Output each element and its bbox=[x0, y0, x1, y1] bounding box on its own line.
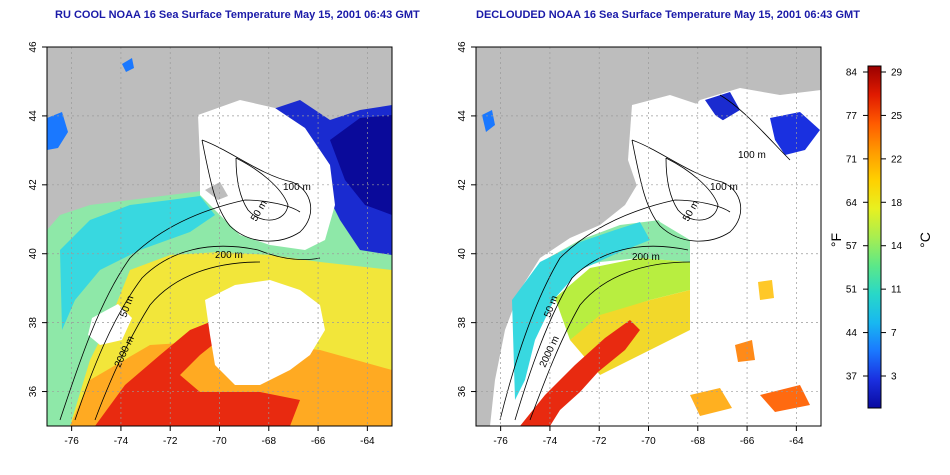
x-axis-tick-label: -66 bbox=[311, 436, 326, 447]
right-panel-title: DECLOUDED NOAA 16 Sea Surface Temperatur… bbox=[476, 9, 860, 21]
x-axis-tick-label: -64 bbox=[789, 436, 804, 447]
colorbar-fahrenheit-tick-label: 44 bbox=[846, 328, 858, 339]
sst-field-shelf bbox=[60, 196, 215, 330]
x-axis-tick-label: -70 bbox=[641, 436, 656, 447]
colorbar: 84 77 71 64 57 51 44 37 29 25 22 18 14 11 7 3 °F °C bbox=[828, 65, 933, 409]
y-axis-tick-label: 40 bbox=[28, 248, 39, 260]
x-axis-tick-label: -64 bbox=[360, 436, 375, 447]
land-cape-cod bbox=[205, 182, 228, 200]
x-axis-tick-label: -74 bbox=[543, 436, 558, 447]
colorbar-fahrenheit-tick-label: 57 bbox=[846, 241, 858, 252]
right-axes: -76 -74 -72 -70 -68 -66 -64 36 38 40 42 44 46 bbox=[457, 41, 804, 447]
colorbar-fahrenheit-tick-label: 37 bbox=[846, 372, 858, 383]
sst-field-west-blue bbox=[47, 112, 68, 150]
colorbar-celsius-tick-label: 3 bbox=[891, 372, 897, 383]
cloud-cover-gulf-of-maine bbox=[198, 100, 335, 250]
gulf-stream-warm-core bbox=[520, 320, 640, 426]
colorbar-fahrenheit-label: °F bbox=[828, 233, 844, 247]
colorbar-fahrenheit-tick-label: 71 bbox=[846, 154, 858, 165]
contour-label-100m: 100 m bbox=[710, 182, 738, 193]
colorbar-celsius-label: °C bbox=[917, 232, 933, 248]
y-axis-tick-label: 44 bbox=[457, 110, 468, 122]
colorbar-fahrenheit-tick-label: 51 bbox=[846, 285, 858, 296]
left-axes: -76 -74 -72 -70 -68 -66 -64 36 38 40 42 44 46 bbox=[28, 41, 375, 447]
sst-patch-mid bbox=[758, 280, 774, 300]
y-axis-tick-label: 46 bbox=[28, 41, 39, 53]
sst-field-north-blue bbox=[122, 58, 134, 72]
sst-patch-south bbox=[690, 388, 732, 416]
white-gulf-of-maine-mask bbox=[628, 95, 770, 245]
y-axis-tick-label: 36 bbox=[457, 386, 468, 398]
cold-water-core bbox=[330, 115, 392, 215]
cold-water-patch-east bbox=[770, 112, 820, 155]
colorbar-fahrenheit-tick-label: 84 bbox=[846, 68, 858, 79]
cold-water-patch-north bbox=[705, 92, 740, 122]
colorbar-celsius-tick-label: 7 bbox=[891, 328, 897, 339]
x-axis-tick-label: -74 bbox=[114, 436, 129, 447]
y-axis-tick-label: 38 bbox=[457, 317, 468, 329]
right-grid bbox=[476, 46, 821, 426]
contour-label-200m: 200 m bbox=[215, 250, 243, 261]
colorbar-scale bbox=[867, 65, 882, 409]
y-axis-tick-label: 42 bbox=[457, 179, 468, 191]
contour-label-200m: 200 m bbox=[632, 252, 660, 263]
x-axis-tick-label: -68 bbox=[262, 436, 277, 447]
x-axis-tick-label: -76 bbox=[64, 436, 79, 447]
y-axis-tick-label: 46 bbox=[457, 41, 468, 53]
x-axis-tick-label: -70 bbox=[212, 436, 227, 447]
x-axis-tick-label: -72 bbox=[592, 436, 607, 447]
left-panel-title: RU COOL NOAA 16 Sea Surface Temperature … bbox=[55, 9, 420, 21]
x-axis-tick-label: -68 bbox=[691, 436, 706, 447]
colorbar-fahrenheit-tick-label: 64 bbox=[846, 198, 858, 209]
cloud-cover-offshore bbox=[205, 280, 325, 385]
contour-label-100m: 100 m bbox=[283, 182, 311, 193]
contour-label-100m-northeast: 100 m bbox=[738, 150, 766, 161]
sst-field-shelf bbox=[512, 222, 650, 400]
left-grid bbox=[47, 46, 392, 426]
y-axis-tick-label: 40 bbox=[457, 248, 468, 260]
x-axis-tick-label: -76 bbox=[493, 436, 508, 447]
colorbar-celsius-tick-label: 29 bbox=[891, 68, 903, 79]
y-axis-tick-label: 42 bbox=[28, 179, 39, 191]
colorbar-celsius-tick-label: 11 bbox=[891, 285, 902, 296]
sst-field-west-blue bbox=[482, 110, 495, 132]
left-map-panel: 100 m 50 m 200 m 50 m 2000 m -76 -74 -72 -7… bbox=[28, 41, 393, 447]
sst-field-green bbox=[555, 258, 690, 340]
x-axis-tick-label: -66 bbox=[740, 436, 755, 447]
x-axis-tick-label: -72 bbox=[163, 436, 178, 447]
gulf-stream-warm-core bbox=[95, 320, 300, 426]
colorbar-celsius-tick-label: 18 bbox=[891, 198, 903, 209]
y-axis-tick-label: 38 bbox=[28, 317, 39, 329]
right-map-panel: 100 m 100 m 50 m 200 m 50 m 2000 m -76 -7… bbox=[457, 41, 822, 447]
colorbar-celsius-tick-label: 22 bbox=[891, 154, 903, 165]
sst-patch-east bbox=[735, 340, 755, 362]
y-axis-tick-label: 36 bbox=[28, 386, 39, 398]
colorbar-ticks: 84 77 71 64 57 51 44 37 29 25 22 18 14 11 7 3 bbox=[846, 68, 903, 383]
bathymetry-contours bbox=[499, 94, 791, 421]
colorbar-celsius-tick-label: 25 bbox=[891, 111, 903, 122]
colorbar-fahrenheit-tick-label: 77 bbox=[846, 111, 858, 122]
bathymetry-contours bbox=[59, 139, 321, 421]
colorbar-celsius-tick-label: 14 bbox=[891, 241, 903, 252]
land-mass bbox=[476, 47, 821, 426]
y-axis-tick-label: 44 bbox=[28, 110, 39, 122]
